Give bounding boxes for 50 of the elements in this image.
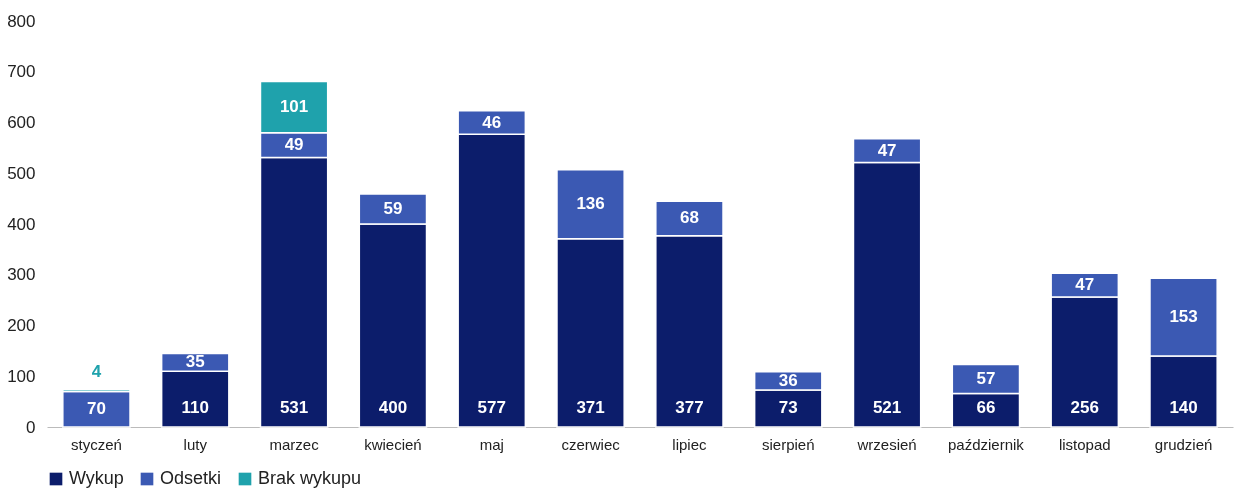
data-label: 371 [576,398,605,417]
data-label: 140 [1169,398,1198,417]
data-label: 110 [181,398,209,417]
x-tick-label: listopad [1058,435,1111,453]
data-label: 531 [279,398,309,417]
legend-label: Wykup [69,468,124,488]
x-tick-label: marzec [269,435,320,453]
x-tick-label: lipiec [672,435,708,453]
data-label: 49 [284,135,304,155]
data-label: 66 [976,398,996,417]
y-tick-label: 300 [7,265,36,285]
y-tick-label: 700 [7,62,36,82]
x-tick-label: sierpień [761,435,815,453]
x-tick-label: maj [479,435,504,453]
x-tick-label: luty [183,435,208,453]
legend-label: Odsetki [160,468,222,488]
x-tick-label: styczeń [70,435,122,453]
data-label: 521 [872,398,902,417]
y-tick-label: 100 [7,366,36,386]
y-tick-label: 600 [7,113,36,132]
data-label: 256 [1070,398,1099,417]
data-label: 47 [877,140,897,160]
legend-label: Brak wykupu [258,468,362,488]
data-label: 400 [378,398,408,417]
y-tick-label: 400 [7,214,36,234]
data-label: 4 [91,362,102,382]
data-label: 47 [1075,275,1095,295]
y-tick-label: 200 [7,316,36,335]
data-label: 73 [778,398,798,417]
data-label: 57 [976,369,996,389]
data-label: 68 [679,208,699,228]
y-tick-label: 500 [7,163,36,183]
y-tick-label: 0 [26,417,36,437]
data-label: 136 [576,194,605,214]
data-label: 153 [1169,307,1198,327]
x-tick-label: październik [947,435,1025,453]
x-tick-label: czerwiec [561,435,621,453]
data-label: 35 [185,352,205,372]
x-tick-label: grudzień [1154,435,1213,453]
data-label: 46 [482,112,502,132]
y-tick-label: 800 [7,11,36,31]
data-label: 577 [477,398,506,417]
data-label: 59 [383,199,403,219]
x-tick-label: kwiecień [364,435,422,453]
bar [62,390,131,428]
data-label: 101 [279,97,309,117]
x-tick-label: wrzesień [856,435,917,453]
data-label: 70 [86,399,106,419]
data-label: 377 [675,398,704,417]
data-label: 36 [778,370,798,390]
